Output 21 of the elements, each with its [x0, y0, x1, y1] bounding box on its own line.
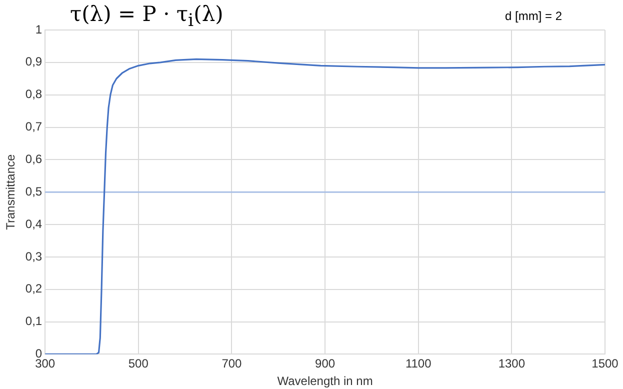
y-tick-label: 0,2 [25, 282, 42, 296]
x-axis-title: Wavelength in nm [277, 374, 373, 388]
y-tick-label: 0,6 [25, 152, 42, 166]
y-tick-label: 0,9 [25, 54, 42, 69]
x-tick-label: 1300 [498, 356, 526, 371]
x-tick-label: 1500 [592, 356, 619, 371]
y-tick-label: 0,4 [25, 216, 42, 231]
x-tick-label: 900 [315, 356, 336, 371]
x-tick-label: 700 [222, 356, 242, 371]
x-tick-label: 300 [35, 356, 56, 371]
y-tick-label: 0,7 [25, 120, 42, 134]
text: d [mm] = 2 [505, 9, 562, 23]
y-tick-label: 0,1 [25, 314, 42, 328]
chart-title: τ(λ) = P · τ$_{i}$(λ) [70, 2, 224, 32]
y-tick-label: 1 [35, 22, 42, 36]
y-tick-label: 0,8 [25, 87, 42, 102]
x-tick-label: 1100 [405, 356, 432, 371]
y-tick-label: 0,3 [25, 249, 42, 264]
x-tick-label: 500 [128, 356, 149, 371]
y-tick-label: 0,5 [25, 184, 42, 198]
y-axis-title: Transmittance [4, 154, 18, 230]
